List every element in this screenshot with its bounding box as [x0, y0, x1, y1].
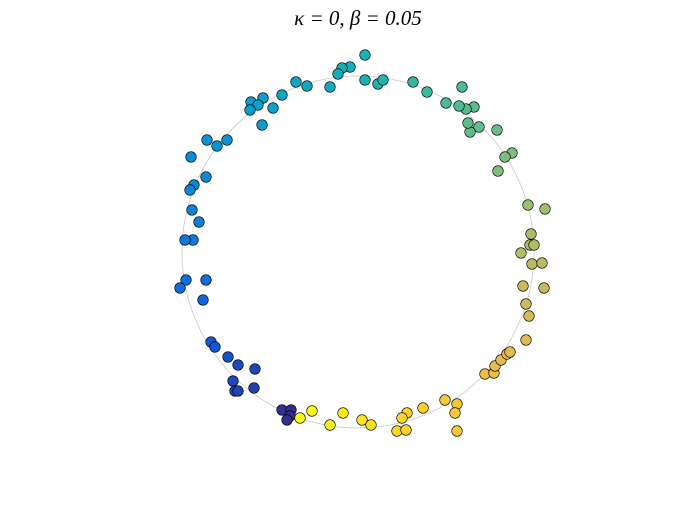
point: [180, 274, 192, 286]
point: [396, 412, 408, 424]
point: [453, 100, 465, 112]
point: [365, 419, 377, 431]
point: [515, 247, 527, 259]
point: [536, 257, 548, 269]
point: [221, 134, 233, 146]
point: [525, 228, 537, 240]
point: [197, 294, 209, 306]
point: [517, 280, 529, 292]
point: [184, 184, 196, 196]
point: [439, 394, 451, 406]
point: [211, 140, 223, 152]
reference-circle: [181, 75, 535, 429]
point: [421, 86, 433, 98]
point: [200, 171, 212, 183]
point: [440, 97, 452, 109]
point: [276, 89, 288, 101]
point: [451, 425, 463, 437]
point: [492, 165, 504, 177]
point: [201, 134, 213, 146]
point: [324, 81, 336, 93]
point: [473, 121, 485, 133]
point: [522, 199, 534, 211]
point: [227, 375, 239, 387]
chart-title: κ = 0, β = 0.05: [294, 6, 422, 30]
point: [252, 99, 264, 111]
point: [222, 351, 234, 363]
point: [174, 282, 186, 294]
point: [462, 117, 474, 129]
point: [186, 204, 198, 216]
point: [179, 234, 191, 246]
point: [306, 405, 318, 417]
point: [193, 216, 205, 228]
point: [520, 298, 532, 310]
point: [538, 282, 550, 294]
point: [332, 68, 344, 80]
point: [337, 407, 349, 419]
point: [232, 359, 244, 371]
point: [301, 80, 313, 92]
point: [528, 239, 540, 251]
point: [417, 402, 429, 414]
point: [324, 419, 336, 431]
point: [281, 414, 293, 426]
point: [526, 258, 538, 270]
point: [499, 151, 511, 163]
point: [356, 414, 368, 426]
point: [248, 382, 260, 394]
point: [185, 151, 197, 163]
point: [449, 407, 461, 419]
point: [200, 274, 212, 286]
point: [244, 104, 256, 116]
point: [523, 310, 535, 322]
point: [456, 81, 468, 93]
point: [256, 119, 268, 131]
point: [209, 341, 221, 353]
point: [377, 74, 389, 86]
point: [400, 424, 412, 436]
point: [520, 334, 532, 346]
point: [491, 124, 503, 136]
point: [407, 76, 419, 88]
point: [359, 74, 371, 86]
point: [267, 102, 279, 114]
point: [359, 49, 371, 61]
point: [539, 203, 551, 215]
point: [294, 412, 306, 424]
point: [232, 385, 244, 397]
point: [290, 76, 302, 88]
point: [249, 363, 261, 375]
point: [504, 346, 516, 358]
